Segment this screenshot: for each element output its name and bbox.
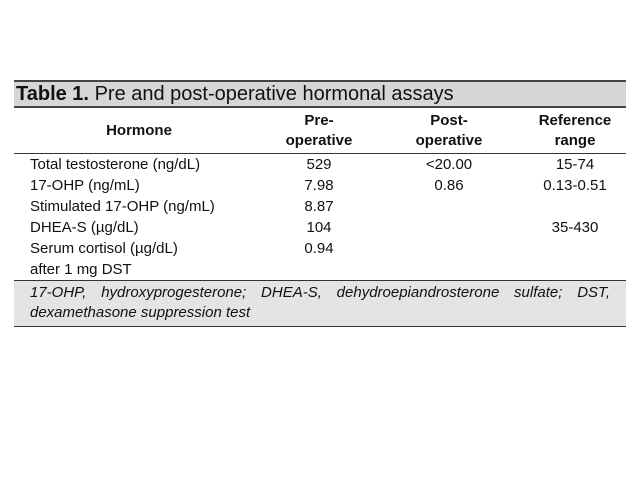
post-cell: 0.86 [434,177,464,194]
cell-line: Post- [430,112,468,129]
post-cell [374,196,524,217]
pre-cell: 7.98 [304,177,334,194]
table-row: Stimulated 17-OHP (ng/mL) 8.87 [14,196,626,217]
data-table: Hormone Pre-operative Post-operative Refere… [14,108,626,280]
cell-line: operative [415,132,483,149]
pre-cell: 104 [306,219,332,236]
header-cell: Reference range [524,108,626,154]
post-cell [374,238,524,280]
pre-cell: 0.94 [304,240,334,257]
cell-line: Total testosterone (ng/dL) [30,156,201,173]
ref-cell: 35-430 [551,219,599,236]
cell-line: after 1 mg DST [30,261,132,278]
title-label: Table 1. [16,83,89,105]
hormone-cell: DHEA-S (µg/dL) [14,217,264,238]
cell-line: Serum cortisol (µg/dL) [30,240,178,257]
post-cell [374,217,524,238]
header-cell: Hormone [14,108,264,154]
hormone-cell: Serum cortisol (µg/dL) after 1 mg DST [14,238,264,280]
header-cell: Pre-operative [264,108,374,154]
header-cell: Post-operative [374,108,524,154]
ref-cell: 0.13-0.51 [543,177,607,194]
hormone-cell: Total testosterone (ng/dL) [14,154,264,176]
ref-cell [524,238,626,280]
pre-cell: 529 [306,156,332,173]
title-text: Pre and post-operative hormonal assays [94,83,454,105]
table-title: Table 1. Pre and post-operative hormonal… [14,80,626,108]
cell-line: operative [285,132,353,149]
ref-cell [524,196,626,217]
post-cell: <20.00 [425,156,473,173]
cell-line: Reference [538,112,612,129]
footnote: 17-OHP, hydroxyprogesterone; DHEA-S, deh… [14,280,626,327]
ref-cell: 15-74 [555,156,595,173]
cell-line: 17-OHP (ng/mL) [30,177,140,194]
hormone-cell: Stimulated 17-OHP (ng/mL) [14,196,264,217]
cell-line: Hormone [106,122,172,139]
table-row: Total testosterone (ng/dL) 529 <20.00 15-74 [14,154,626,176]
cell-line: DHEA-S (µg/dL) [30,219,139,236]
table-row: DHEA-S (µg/dL) 104 35-430 [14,217,626,238]
cell-line: range [554,132,596,149]
header-row: Hormone Pre-operative Post-operative Refere… [14,108,626,154]
cell-line: Pre- [304,112,334,129]
table-row: Serum cortisol (µg/dL) after 1 mg DST 0.94 [14,238,626,280]
pre-cell: 8.87 [304,198,334,215]
cell-line: Stimulated 17-OHP (ng/mL) [30,198,215,215]
table-figure: Table 1. Pre and post-operative hormonal… [14,80,626,327]
hormone-cell: 17-OHP (ng/mL) [14,175,264,196]
table-row: 17-OHP (ng/mL) 7.98 0.86 0.13-0.51 [14,175,626,196]
